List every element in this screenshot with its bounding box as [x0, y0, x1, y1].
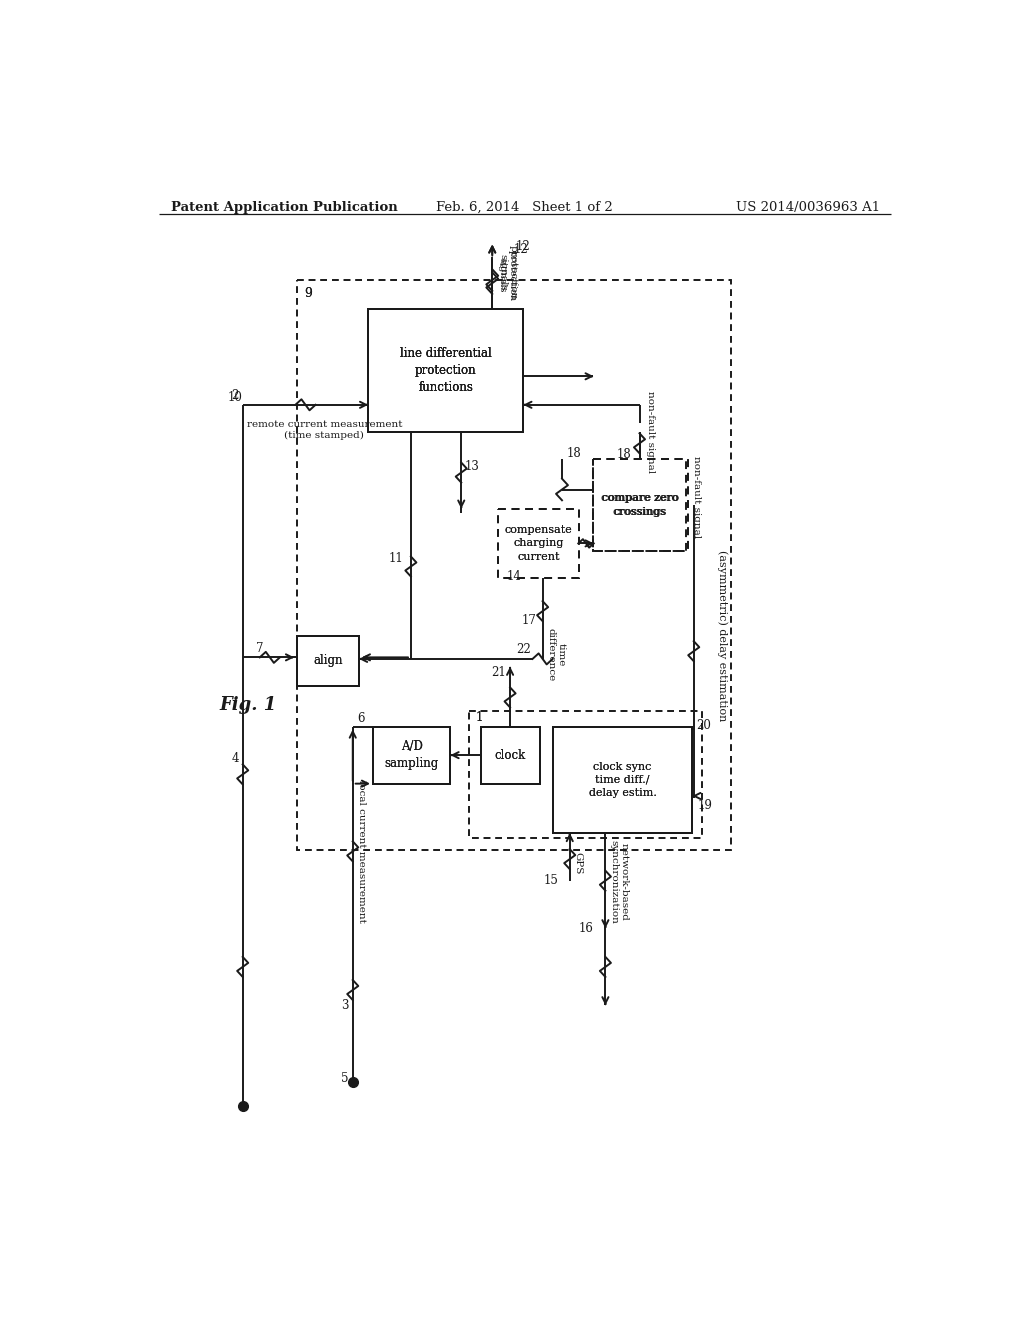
- Text: clock: clock: [495, 748, 526, 762]
- Text: align: align: [313, 655, 343, 668]
- Text: 12: 12: [514, 243, 528, 256]
- Text: 3: 3: [341, 999, 349, 1012]
- Text: 16: 16: [579, 921, 594, 935]
- Text: 9: 9: [305, 286, 312, 300]
- Text: 11: 11: [388, 552, 403, 565]
- Text: 18: 18: [617, 449, 632, 462]
- Bar: [369, 309, 523, 432]
- Text: align: align: [313, 655, 343, 668]
- Bar: [469, 711, 701, 838]
- Text: GPS: GPS: [573, 851, 583, 874]
- Bar: [297, 636, 359, 686]
- Text: 14: 14: [506, 570, 521, 583]
- Text: 4: 4: [231, 752, 239, 766]
- Bar: [373, 726, 451, 784]
- Text: Fig. 1: Fig. 1: [219, 696, 276, 714]
- Bar: [469, 711, 701, 838]
- Bar: [499, 508, 579, 578]
- Text: line differential
protection
functions: line differential protection functions: [400, 347, 492, 393]
- Text: 1: 1: [475, 711, 482, 723]
- Text: protection
signals: protection signals: [499, 246, 518, 300]
- Text: 17: 17: [521, 614, 537, 627]
- Text: clock sync
time diff./
delay estim.: clock sync time diff./ delay estim.: [589, 762, 656, 799]
- Text: non-fault signal: non-fault signal: [692, 457, 701, 539]
- Text: Feb. 6, 2014   Sheet 1 of 2: Feb. 6, 2014 Sheet 1 of 2: [436, 201, 613, 214]
- Bar: [369, 309, 523, 432]
- Bar: [593, 459, 687, 552]
- Text: local current measurement: local current measurement: [356, 780, 366, 923]
- Text: time
difference: time difference: [547, 628, 566, 681]
- Text: clock sync
time diff./
delay estim.: clock sync time diff./ delay estim.: [589, 762, 656, 799]
- Text: clock: clock: [495, 748, 526, 762]
- Bar: [480, 726, 541, 784]
- Text: compare zero
crossings: compare zero crossings: [601, 494, 678, 516]
- Text: 9: 9: [305, 286, 312, 300]
- Text: 10: 10: [227, 391, 243, 404]
- Bar: [297, 636, 359, 686]
- Text: remote current measurement
(time stamped): remote current measurement (time stamped…: [247, 420, 402, 440]
- Text: 12: 12: [515, 240, 530, 253]
- Text: 22: 22: [516, 643, 531, 656]
- Text: 15: 15: [544, 874, 558, 887]
- Text: 1: 1: [475, 711, 482, 723]
- Text: 20: 20: [696, 718, 711, 731]
- Text: line differential
protection
functions: line differential protection functions: [400, 347, 492, 393]
- Bar: [593, 459, 686, 552]
- Bar: [499, 508, 579, 578]
- Text: compare zero
crossings: compare zero crossings: [602, 494, 679, 516]
- Text: US 2014/0036963 A1: US 2014/0036963 A1: [735, 201, 880, 214]
- Text: (asymmetric) delay estimation: (asymmetric) delay estimation: [717, 550, 728, 722]
- Text: 5: 5: [341, 1072, 349, 1085]
- Text: compensate
charging
current: compensate charging current: [505, 525, 572, 561]
- Text: protection
signals: protection signals: [498, 249, 517, 301]
- Bar: [480, 726, 541, 784]
- Text: 18: 18: [566, 446, 582, 459]
- Text: compensate
charging
current: compensate charging current: [505, 525, 572, 561]
- Bar: [369, 309, 523, 432]
- Text: 2: 2: [231, 389, 239, 403]
- Text: Patent Application Publication: Patent Application Publication: [171, 201, 397, 214]
- Text: non-fault signal: non-fault signal: [646, 391, 654, 473]
- Bar: [373, 726, 451, 784]
- Text: network-based
synchronization: network-based synchronization: [609, 841, 629, 924]
- Text: A/D
sampling: A/D sampling: [385, 741, 438, 770]
- Text: compare zero
crossings: compare zero crossings: [602, 494, 679, 516]
- Text: A/D
sampling: A/D sampling: [385, 741, 438, 770]
- Text: 13: 13: [465, 459, 480, 473]
- Text: 7: 7: [256, 643, 263, 656]
- Bar: [297, 280, 731, 850]
- Bar: [553, 726, 692, 833]
- Text: 21: 21: [492, 667, 506, 680]
- Text: line differential
protection
functions: line differential protection functions: [400, 347, 492, 393]
- Bar: [593, 459, 687, 552]
- Text: 19: 19: [697, 799, 713, 812]
- Bar: [297, 280, 731, 850]
- Bar: [553, 726, 692, 833]
- Text: 6: 6: [357, 713, 365, 726]
